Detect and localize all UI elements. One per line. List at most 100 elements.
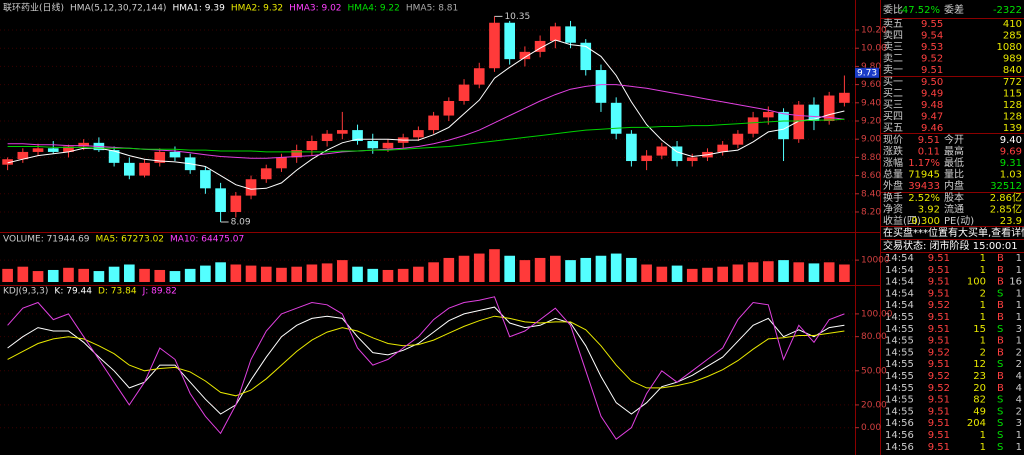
tick-count: 1 [1016,312,1022,323]
book-price: 9.47 [921,112,943,123]
y-tick-label: 100.00 [861,309,893,319]
candle-body [200,170,211,189]
volume-bar [793,262,805,282]
volume-bar [443,257,455,282]
volume-bar [215,262,226,282]
candle-body [78,142,90,147]
volume-bar [626,257,637,282]
legend-entry: D: 73.84 [98,287,137,297]
candle-body [641,155,652,162]
tick-count: 4 [1016,395,1022,406]
indicator-line [7,118,845,153]
book-volume: 772 [1003,77,1022,88]
tick-count: 2 [1016,359,1022,370]
legend-entry: HMA3: 9.02 [289,4,341,14]
tick-volume: 49 [973,406,986,417]
volume-bar [671,265,683,282]
y-tick-label: 80.00 [861,332,887,342]
candle-body [428,115,439,131]
legend-entry: HMA2: 9.32 [231,4,283,14]
volume-bar [489,249,500,282]
volume-bar [93,271,105,282]
volume-bar [47,269,59,282]
candle-body [291,150,303,158]
book-label: 买四 [883,111,903,123]
candle-body [306,141,318,151]
candle-body [352,130,363,142]
quote-value: 23.9 [1000,216,1022,227]
legend-entry: VOLUME: 71944.69 [3,235,90,245]
tick-volume: 20 [973,383,986,394]
volume-bar [245,265,257,282]
tick-count: 1 [1016,336,1022,347]
volume-bar [580,257,592,282]
tick-time: 14:55 [885,312,914,323]
tick-side: B [997,300,1004,311]
volume-bar [367,268,379,282]
tick-time: 14:56 [885,442,914,453]
tick-side: S [997,418,1003,429]
book-price: 9.51 [921,65,943,76]
candle-body [169,151,181,158]
volume-bar [519,260,531,282]
candle-body [63,146,74,152]
quote-label: 换手 [883,191,903,204]
tick-volume: 1 [980,430,986,441]
book-label: 买一 [883,76,903,88]
cursor-price-box [855,67,879,78]
candle-body [443,100,455,116]
legend-entry: MA10: 64475.07 [170,235,244,245]
volume-bar [63,267,74,282]
quote-label: 涨跌 [883,145,903,158]
quote-label: 内盘 [944,179,964,192]
tick-side: B [997,253,1004,264]
tick-price: 9.52 [928,383,950,394]
legend-entry: MA5: 67273.02 [96,235,164,245]
tick-volume: 1 [980,336,986,347]
tick-side: B [997,336,1004,347]
candle-body [823,95,835,122]
volume-bar [534,257,546,282]
book-volume: 410 [1003,19,1022,30]
candle-body [595,70,607,103]
volume-bar [747,262,759,282]
quote-value: 39433 [908,181,940,192]
volume-bar [839,264,850,282]
volume-bar [336,260,348,282]
quote-value: -47.52% [898,5,940,16]
book-volume: 139 [1003,123,1022,134]
tick-volume: 1 [980,442,986,453]
volume-bar [717,266,729,282]
quote-value: 3.92 [918,205,940,216]
book-volume: 989 [1003,54,1022,65]
quote-label: 委比 [883,3,903,16]
notice: 在买盘***位置有大买单,查看详情 [883,226,1024,239]
candle-body [17,151,29,160]
y-tick-label: 0.00 [861,423,881,433]
volume-bar [32,271,44,282]
tick-price: 9.51 [928,395,950,406]
book-volume: 1080 [997,42,1022,53]
volume-bar [382,269,394,282]
quote-value: 9.69 [1000,147,1022,158]
quote-value: 1.03 [1000,170,1022,181]
y-tick-label: 9.20 [861,117,881,127]
volume-bar [200,265,211,282]
quote-value: 2.85亿 [990,203,1022,216]
candle-body [458,84,470,101]
tick-count: 1 [1016,265,1022,276]
candle-body [245,179,257,196]
candle-body [580,42,592,71]
tick-count: 1 [1016,288,1022,299]
volume-bar [154,269,166,282]
book-volume: 285 [1003,31,1022,42]
tick-count: 3 [1016,418,1022,429]
tick-price: 9.51 [928,253,950,264]
book-label: 买二 [883,88,903,100]
tick-side: B [997,312,1004,323]
volume-bar [656,266,668,282]
book-label: 卖四 [883,30,903,42]
tick-side: S [997,288,1003,299]
tick-count: 4 [1016,383,1022,394]
volume-bar [458,255,470,282]
